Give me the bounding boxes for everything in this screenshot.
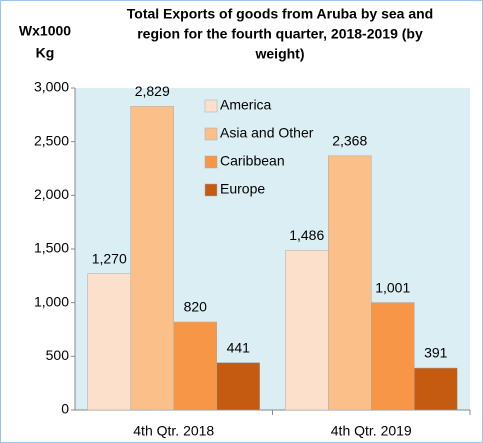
y-tick-label: 1,000 <box>34 293 69 309</box>
y-tick-label: 1,500 <box>34 240 69 256</box>
legend-label: Europe <box>220 181 265 197</box>
chart-title: region for the fourth quarter, 2018-2019… <box>137 26 423 42</box>
bar <box>130 106 174 411</box>
data-label: 1,270 <box>92 250 127 266</box>
y-axis-label: Wx1000 <box>19 23 71 39</box>
data-label: 820 <box>184 299 208 315</box>
bar <box>414 367 458 411</box>
data-label: 1,486 <box>289 227 324 243</box>
bar <box>328 155 372 411</box>
chart-title: Total Exports of goods from Aruba by sea… <box>127 6 433 22</box>
data-label: 391 <box>424 345 448 361</box>
data-label: 441 <box>227 339 251 355</box>
legend-swatch <box>204 183 218 197</box>
y-tick-label: 2,500 <box>34 132 69 148</box>
legend-label: America <box>220 97 272 113</box>
legend-swatch <box>204 127 218 141</box>
y-tick-label: 3,000 <box>34 79 69 95</box>
bar <box>173 321 217 411</box>
y-tick-label: 0 <box>61 401 69 417</box>
y-tick-label: 500 <box>46 347 70 363</box>
bar <box>87 273 131 411</box>
x-tick-label: 4th Qtr. 2018 <box>133 423 214 439</box>
x-tick-label: 4th Qtr. 2019 <box>331 423 412 439</box>
data-label: 2,368 <box>332 133 367 149</box>
y-tick-label: 2,000 <box>34 186 69 202</box>
bar <box>371 302 415 411</box>
data-label: 2,829 <box>135 83 170 99</box>
legend-swatch <box>204 99 218 113</box>
chart-title: weight) <box>255 46 305 62</box>
legend-label: Caribbean <box>220 153 285 169</box>
legend-label: Asia and Other <box>220 125 314 141</box>
y-axis-label: Kg <box>36 45 55 61</box>
bar <box>216 362 260 411</box>
legend-swatch <box>204 155 218 169</box>
bar <box>285 250 329 411</box>
data-label: 1,001 <box>375 279 410 295</box>
